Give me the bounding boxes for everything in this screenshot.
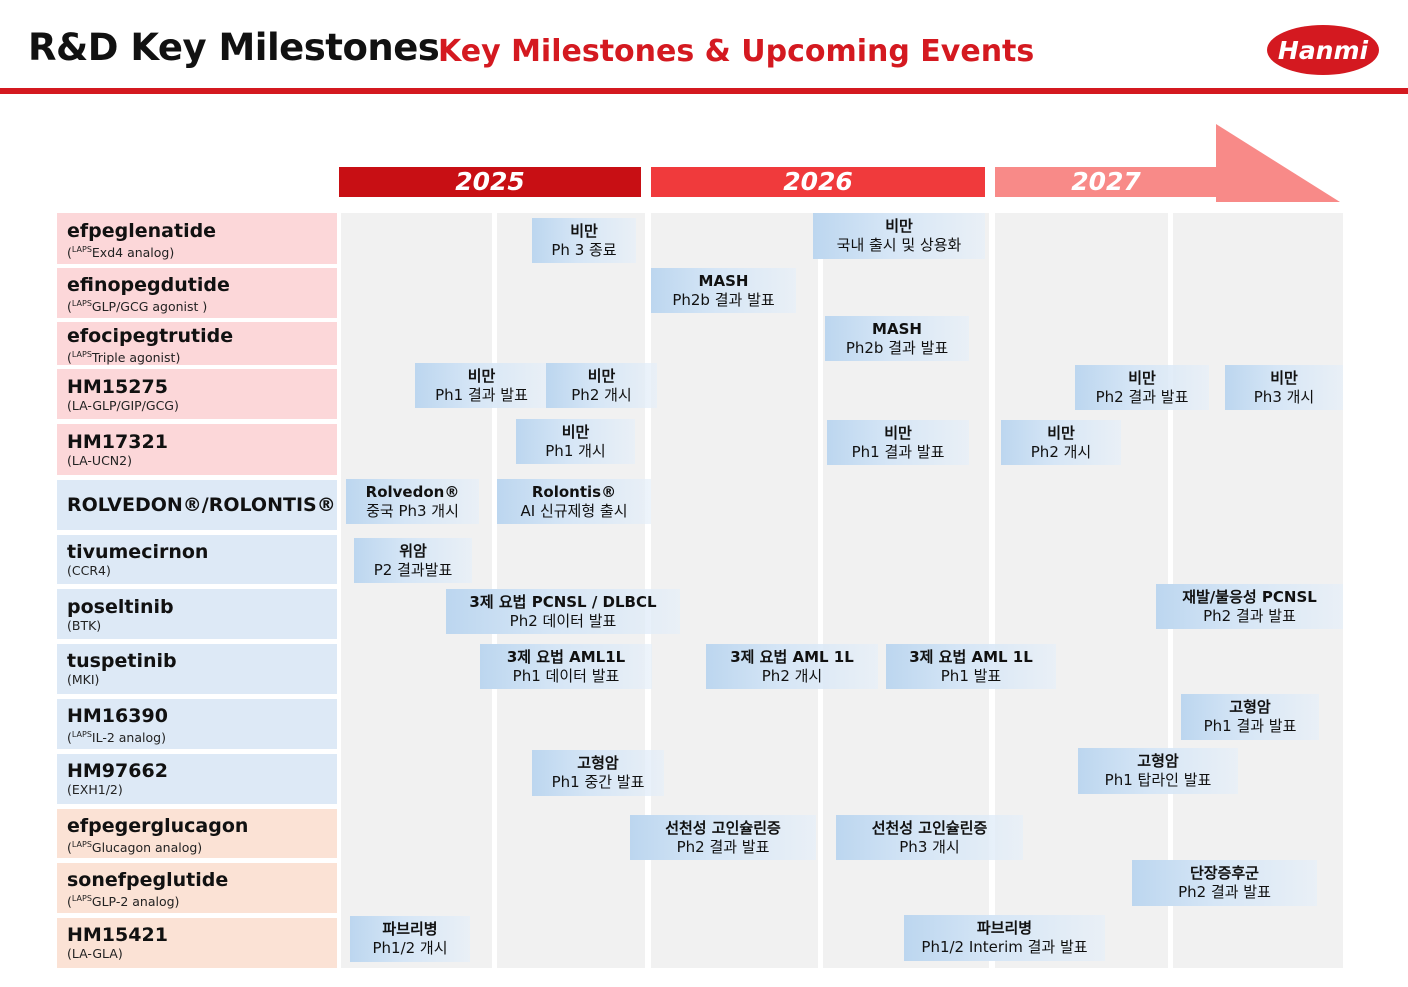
milestone-box: 파브리병 Ph1/2 Interim 결과 발표 <box>904 915 1105 961</box>
milestone-box: 고형암 Ph1 결과 발표 <box>1181 694 1319 740</box>
drug-description: (LAPSTriple agonist) <box>67 350 181 366</box>
milestone-box: 비만 Ph1 결과 발표 <box>827 420 969 465</box>
drug-name: HM15421 <box>67 924 168 946</box>
drug-description: (LAPSGLP-2 analog) <box>67 894 180 910</box>
drug-name: efpegerglucagon <box>67 815 249 837</box>
milestone-box: 비만 Ph2 개시 <box>1001 420 1121 465</box>
drug-name: efinopegdutide <box>67 274 230 296</box>
drug-name: HM17321 <box>67 431 168 453</box>
milestone-box: 3제 요법 AML 1L Ph2 개시 <box>706 644 878 689</box>
drug-description: (LA-GLA) <box>67 946 123 961</box>
milestone-box: Rolvedon® 중국 Ph3 개시 <box>346 479 479 524</box>
drug-description: (EXH1/2) <box>67 782 123 797</box>
milestone-box: 선천성 고인슐린증 Ph3 개시 <box>836 815 1023 860</box>
row-label-tivumecirnon: tivumecirnon (CCR4) <box>57 535 337 584</box>
drug-name: efpeglenatide <box>67 220 217 242</box>
row-label-efpegerglucagon: efpegerglucagon (LAPSGlucagon analog) <box>57 809 337 858</box>
drug-description: (BTK) <box>67 618 102 633</box>
milestone-box: 선천성 고인슐린증 Ph2 결과 발표 <box>630 815 816 860</box>
milestone-box: MASH Ph2b 결과 발표 <box>651 268 796 313</box>
row-label-hm15421: HM15421 (LA-GLA) <box>57 918 337 968</box>
milestone-box: 재발/불응성 PCNSL Ph2 결과 발표 <box>1156 584 1343 629</box>
drug-name: tuspetinib <box>67 650 177 672</box>
drug-name: ROLVEDON®/ROLONTIS® <box>67 494 336 516</box>
year-bar-2027: 2027 <box>995 167 1217 197</box>
drug-description: (LAPSGlucagon analog) <box>67 840 203 856</box>
drug-description: (LA-UCN2) <box>67 453 132 468</box>
drug-name: efocipegtrutide <box>67 325 234 347</box>
drug-description: (MKI) <box>67 672 100 687</box>
drug-name: tivumecirnon <box>67 541 209 563</box>
row-label-hm16390: HM16390 (LAPSIL-2 analog) <box>57 699 337 749</box>
drug-name: poseltinib <box>67 596 174 618</box>
page-subtitle: Key Milestones & Upcoming Events <box>438 34 1035 69</box>
milestone-box: Rolontis® AI 신규제형 출시 <box>497 479 651 524</box>
timeline-arrow-head <box>1216 124 1340 202</box>
milestone-box: 3제 요법 PCNSL / DLBCL Ph2 데이터 발표 <box>446 589 680 634</box>
drug-name: HM97662 <box>67 760 168 782</box>
milestone-box: 비만 Ph3 개시 <box>1225 365 1343 410</box>
row-label-hm17321: HM17321 (LA-UCN2) <box>57 424 337 475</box>
row-label-rolvedon: ROLVEDON®/ROLONTIS® <box>57 480 337 530</box>
page-title: R&D Key Milestones <box>28 26 440 69</box>
milestone-box: 위암 P2 결과발표 <box>354 538 472 583</box>
drug-description: (LAPSIL-2 analog) <box>67 730 166 746</box>
drug-description: (CCR4) <box>67 563 111 578</box>
milestone-box: 파브리병 Ph1/2 개시 <box>350 916 470 962</box>
hanmi-logo: Hanmi <box>1267 25 1379 75</box>
row-label-poseltinib: poseltinib (BTK) <box>57 589 337 639</box>
milestone-box: 3제 요법 AML1L Ph1 데이터 발표 <box>480 644 652 689</box>
drug-description: (LAPSExd4 analog) <box>67 245 175 261</box>
year-label: 2026 <box>783 167 853 196</box>
row-label-efocipegtrutide: efocipegtrutide (LAPSTriple agonist) <box>57 322 337 365</box>
milestone-box: 고형암 Ph1 탑라인 발표 <box>1078 748 1238 794</box>
drug-name: sonefpeglutide <box>67 869 229 891</box>
milestone-box: 단장증후군 Ph2 결과 발표 <box>1132 860 1317 906</box>
drug-description: (LAPSGLP/GCG agonist ) <box>67 299 208 315</box>
column-2027-h1 <box>995 213 1168 968</box>
milestone-box: 비만 국내 출시 및 상용화 <box>813 213 985 259</box>
milestone-box: 비만 Ph2 결과 발표 <box>1075 365 1209 410</box>
milestone-box: 고형암 Ph1 중간 발표 <box>532 750 664 796</box>
year-bar-2026: 2026 <box>651 167 985 197</box>
row-label-sonefpeglutide: sonefpeglutide (LAPSGLP-2 analog) <box>57 863 337 913</box>
logo-text: Hanmi <box>1278 36 1369 65</box>
row-label-hm97662: HM97662 (EXH1/2) <box>57 754 337 804</box>
row-label-efpeglenatide: efpeglenatide (LAPSExd4 analog) <box>57 213 337 264</box>
header-divider <box>0 88 1408 94</box>
drug-description: (LA-GLP/GIP/GCG) <box>67 398 179 413</box>
milestone-box: 비만 Ph1 개시 <box>516 419 635 464</box>
row-label-hm15275: HM15275 (LA-GLP/GIP/GCG) <box>57 369 337 419</box>
milestone-box: 3제 요법 AML 1L Ph1 발표 <box>886 644 1056 689</box>
year-label: 2025 <box>455 167 525 196</box>
year-bar-2025: 2025 <box>339 167 641 197</box>
drug-name: HM16390 <box>67 705 168 727</box>
year-label: 2027 <box>1071 167 1141 196</box>
drug-name: HM15275 <box>67 376 168 398</box>
row-label-efinopegdutide: efinopegdutide (LAPSGLP/GCG agonist ) <box>57 268 337 318</box>
milestone-box: 비만 Ph2 개시 <box>546 363 657 408</box>
milestone-box: 비만 Ph1 결과 발표 <box>415 363 548 408</box>
row-label-tuspetinib: tuspetinib (MKI) <box>57 644 337 694</box>
milestone-box: MASH Ph2b 결과 발표 <box>825 316 969 361</box>
milestone-box: 비만 Ph 3 종료 <box>532 218 636 263</box>
